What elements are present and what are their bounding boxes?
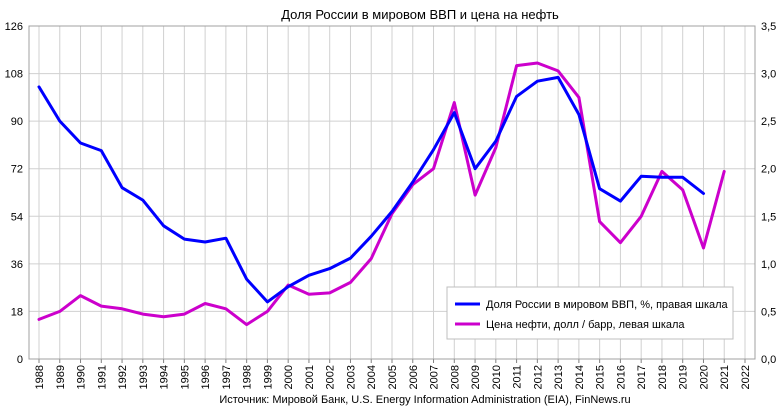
x-axis-tick-label: 1991 — [96, 365, 108, 389]
x-axis-tick-label: 2013 — [553, 365, 565, 389]
right-axis-tick-label: 2,5 — [761, 116, 776, 128]
left-axis-tick-label: 54 — [11, 211, 23, 223]
left-axis-tick-label: 0 — [17, 354, 23, 366]
x-axis-tick-label: 2015 — [595, 365, 607, 389]
x-axis-tick-label: 2017 — [636, 365, 648, 389]
x-axis-tick-label: 2008 — [449, 365, 461, 389]
x-axis-tick-label: 1997 — [221, 365, 233, 389]
legend-label-gdp-share: Доля России в мировом ВВП, %, правая шка… — [486, 299, 729, 311]
axes: 0 0,0 18 0,5 36 1,0 54 1,5 72 2,0 90 2,5 108 3,0 126 3,… — [5, 21, 777, 389]
x-axis-tick-label: 2016 — [615, 365, 627, 389]
series-layer — [37, 61, 726, 327]
x-axis-tick-label: 1990 — [76, 365, 88, 389]
x-axis-tick-label: 2011 — [512, 365, 524, 389]
x-axis-tick-label: 1989 — [55, 365, 67, 389]
x-axis-tick-label: 1999 — [262, 365, 274, 389]
right-axis-tick-label: 2,0 — [761, 164, 776, 176]
legend-box — [446, 286, 734, 340]
plot-area-frame — [28, 25, 756, 360]
right-axis-tick-label: 0,0 — [761, 354, 776, 366]
x-axis-tick-label: 2019 — [678, 365, 690, 389]
x-axis-tick-label: 2020 — [698, 365, 710, 389]
right-axis-tick-label: 3,0 — [761, 69, 776, 81]
right-axis-tick-label: 0,5 — [761, 306, 776, 318]
x-axis-tick-label: 2014 — [574, 365, 586, 389]
left-axis-tick-label: 90 — [11, 116, 23, 128]
left-axis-tick-label: 36 — [11, 259, 23, 271]
left-axis-tick-label: 18 — [11, 306, 23, 318]
x-axis-tick-label: 1995 — [179, 365, 191, 389]
legend-label-oil-price: Цена нефти, долл / барр, левая шкала — [486, 319, 685, 331]
x-axis-tick-label: 2018 — [657, 365, 669, 389]
x-axis-tick-label: 2003 — [345, 365, 357, 389]
series-line-oil-price — [37, 61, 726, 327]
series-line-gdp-share — [37, 75, 705, 304]
x-axis-tick-label: 2012 — [532, 365, 544, 389]
chart-source: Источник: Мировой Банк, U.S. Energy Info… — [219, 394, 630, 406]
left-axis-tick-label: 126 — [5, 21, 23, 33]
x-axis-tick-label: 2004 — [366, 365, 378, 389]
right-axis-tick-label: 1,5 — [761, 211, 776, 223]
x-axis-tick-label: 2010 — [491, 365, 503, 389]
legend: Доля России в мировом ВВП, %, правая шка… — [446, 286, 734, 340]
x-axis-tick-label: 2022 — [740, 365, 752, 389]
left-axis-tick-label: 108 — [5, 69, 23, 81]
chart-title: Доля России в мировом ВВП и цена на нефт… — [281, 7, 559, 22]
left-axis-tick-label: 72 — [11, 164, 23, 176]
x-axis-tick-label: 2021 — [719, 365, 731, 389]
x-axis-tick-label: 2007 — [429, 365, 441, 389]
x-axis-tick-label: 2000 — [283, 365, 295, 389]
x-axis-tick-label: 1992 — [117, 365, 129, 389]
right-axis-tick-label: 3,5 — [761, 21, 776, 33]
x-axis-tick-label: 1994 — [159, 365, 171, 389]
right-axis-tick-label: 1,0 — [761, 259, 776, 271]
x-axis-tick-label: 1996 — [200, 365, 212, 389]
x-axis-tick-label: 1998 — [242, 365, 254, 389]
x-axis-tick-label: 2002 — [325, 365, 337, 389]
x-axis-tick-label: 1993 — [138, 365, 150, 389]
x-axis-tick-label: 2006 — [408, 365, 420, 389]
x-axis-tick-label: 2009 — [470, 365, 482, 389]
x-axis-tick-label: 1988 — [34, 365, 46, 389]
x-axis-tick-label: 2001 — [304, 365, 316, 389]
x-axis-tick-label: 2005 — [387, 365, 399, 389]
